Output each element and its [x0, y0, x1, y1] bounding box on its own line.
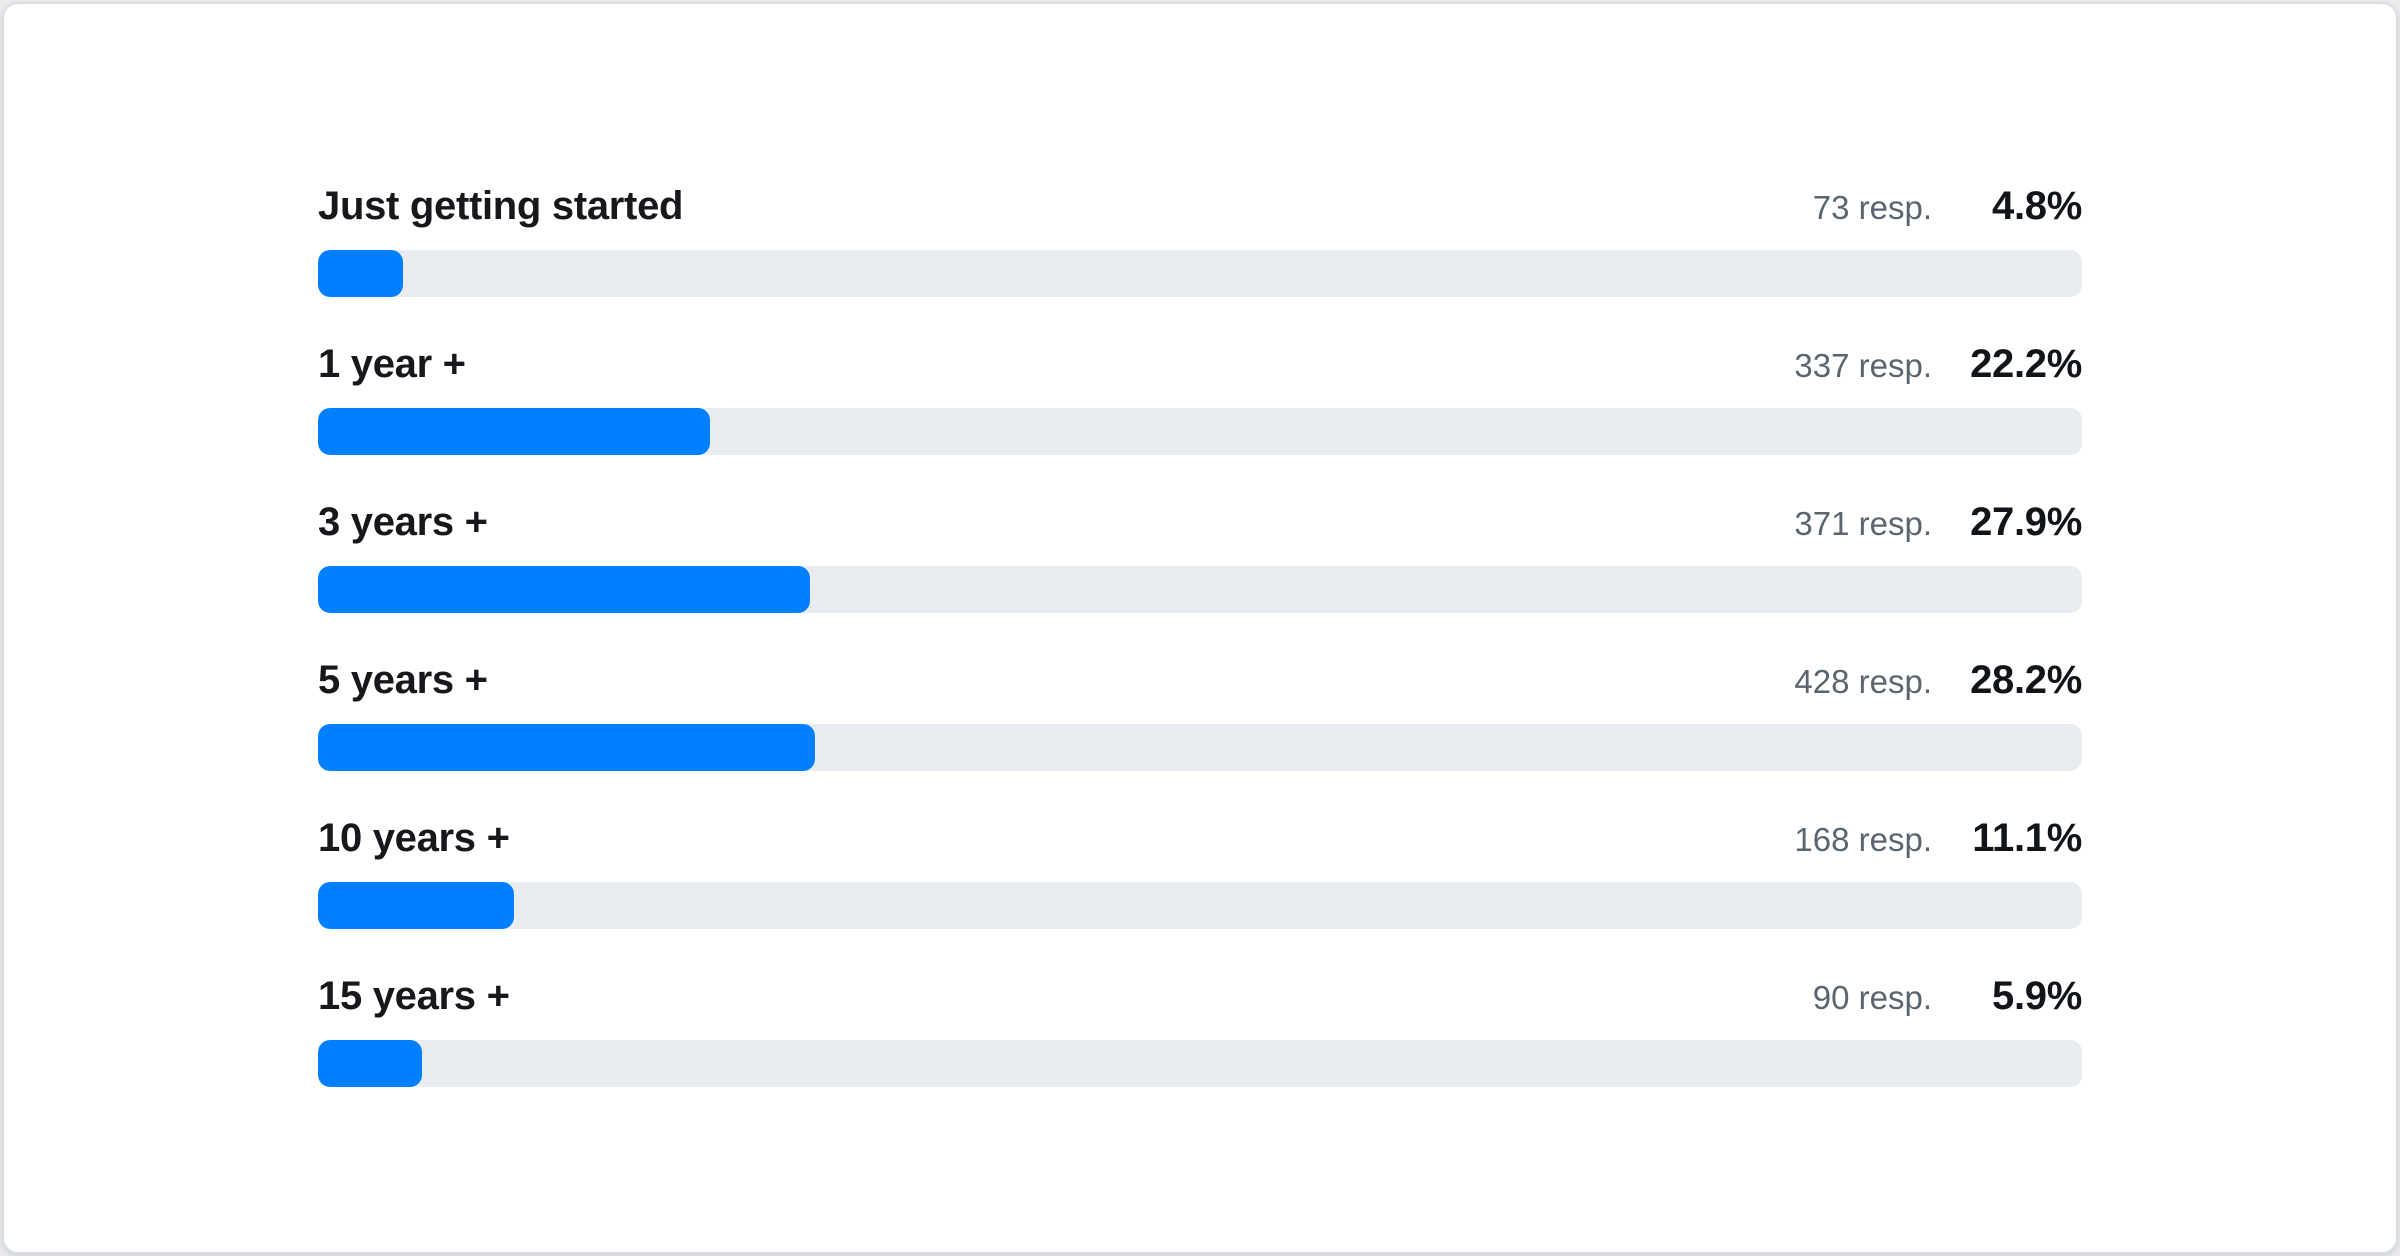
response-count: 168 resp.	[1794, 821, 1932, 858]
row-stats: 73 resp. 4.8%	[1812, 182, 2083, 232]
percentage-value: 27.9%	[1970, 500, 2082, 544]
option-label: Just getting started	[318, 184, 684, 228]
row-header: 1 year + 337 resp. 22.2%	[318, 340, 2082, 390]
survey-option-row: 15 years + 90 resp. 5.9%	[318, 972, 2082, 1087]
bar-track	[318, 566, 2082, 613]
row-stats: 337 resp. 22.2%	[1794, 340, 2082, 390]
option-label: 1 year +	[318, 342, 466, 386]
bar-track	[318, 408, 2082, 455]
survey-option-row: 1 year + 337 resp. 22.2%	[318, 340, 2082, 455]
bar-track	[318, 724, 2082, 771]
row-stats: 168 resp. 11.1%	[1794, 814, 2082, 864]
percentage-value: 4.8%	[1992, 184, 2082, 228]
survey-option-row: 10 years + 168 resp. 11.1%	[318, 814, 2082, 929]
percentage-value: 22.2%	[1970, 342, 2082, 386]
response-count: 337 resp.	[1794, 347, 1932, 384]
row-header: 3 years + 371 resp. 27.9%	[318, 498, 2082, 548]
row-header: 15 years + 90 resp. 5.9%	[318, 972, 2082, 1022]
option-label: 5 years +	[318, 658, 488, 702]
row-header: Just getting started 73 resp. 4.8%	[318, 182, 2082, 232]
survey-results-chart: Just getting started 73 resp. 4.8% 1 yea…	[4, 4, 2396, 1087]
survey-option-row: 3 years + 371 resp. 27.9%	[318, 498, 2082, 613]
option-label: 15 years +	[318, 974, 510, 1018]
bar-fill	[318, 408, 710, 455]
bar-track	[318, 882, 2082, 929]
response-count: 90 resp.	[1812, 979, 1932, 1016]
percentage-value: 28.2%	[1970, 658, 2082, 702]
bar-fill	[318, 1040, 423, 1087]
row-stats: 90 resp. 5.9%	[1812, 972, 2083, 1022]
response-count: 371 resp.	[1794, 505, 1932, 542]
bar-fill	[318, 566, 811, 613]
percentage-value: 5.9%	[1992, 974, 2082, 1018]
survey-option-row: 5 years + 428 resp. 28.2%	[318, 656, 2082, 771]
option-label: 3 years +	[318, 500, 488, 544]
bar-fill	[318, 724, 816, 771]
percentage-value: 11.1%	[1972, 816, 2082, 860]
survey-option-row: Just getting started 73 resp. 4.8%	[318, 182, 2082, 297]
row-stats: 371 resp. 27.9%	[1794, 498, 2082, 548]
option-label: 10 years +	[318, 816, 510, 860]
bar-track	[318, 250, 2082, 297]
row-header: 10 years + 168 resp. 11.1%	[318, 814, 2082, 864]
row-header: 5 years + 428 resp. 28.2%	[318, 656, 2082, 706]
bar-track	[318, 1040, 2082, 1087]
response-count: 428 resp.	[1794, 663, 1932, 700]
response-count: 73 resp.	[1812, 189, 1932, 226]
bar-fill	[318, 882, 514, 929]
row-stats: 428 resp. 28.2%	[1794, 656, 2082, 706]
bar-fill	[318, 250, 403, 297]
